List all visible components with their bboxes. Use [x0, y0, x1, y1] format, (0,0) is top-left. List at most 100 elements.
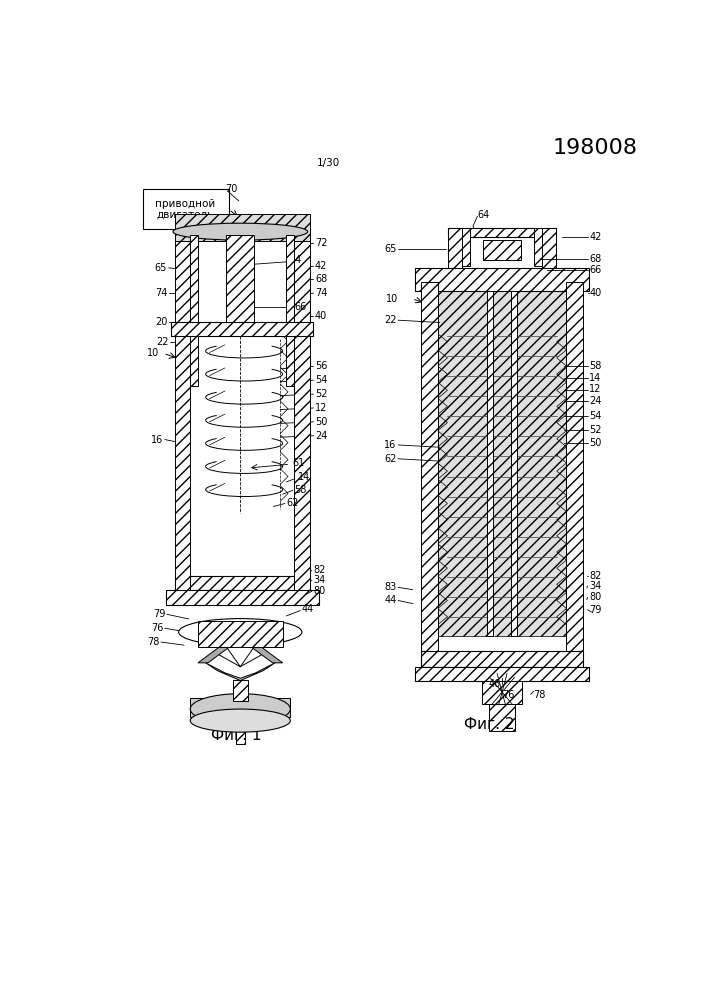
Bar	[190, 235, 198, 324]
Text: 83: 83	[385, 582, 397, 592]
Bar	[542, 228, 556, 282]
Text: 24: 24	[589, 396, 602, 406]
Text: 64: 64	[477, 210, 490, 220]
Bar	[235, 701, 246, 721]
Bar	[482, 681, 522, 704]
Bar	[486, 291, 493, 636]
Text: 62: 62	[384, 454, 397, 464]
Text: 72: 72	[315, 238, 327, 248]
Bar	[143, 189, 229, 229]
Text: 42: 42	[589, 232, 602, 242]
Bar	[286, 336, 294, 386]
Bar	[415, 667, 589, 681]
Polygon shape	[252, 647, 283, 663]
Text: 10: 10	[147, 348, 160, 358]
Text: 66: 66	[589, 265, 602, 275]
Text: 70: 70	[225, 184, 238, 194]
Text: 10: 10	[386, 294, 398, 304]
Bar	[566, 282, 583, 651]
Bar	[175, 214, 310, 241]
Bar	[233, 680, 248, 701]
Text: 78: 78	[147, 637, 160, 647]
Text: 50: 50	[315, 417, 327, 427]
Text: 79: 79	[153, 609, 165, 619]
Bar	[421, 651, 583, 667]
Text: 44: 44	[302, 604, 314, 614]
Bar	[190, 698, 291, 717]
Text: 80: 80	[313, 586, 326, 596]
Text: 16: 16	[385, 440, 397, 450]
Bar	[171, 322, 313, 336]
Bar	[415, 268, 589, 291]
Bar	[286, 235, 294, 324]
Bar	[511, 291, 518, 636]
Text: 62: 62	[286, 498, 299, 508]
Text: 58: 58	[294, 485, 307, 495]
Text: Фиг. 1: Фиг. 1	[211, 728, 262, 744]
Text: 12: 12	[315, 403, 327, 413]
Text: 40: 40	[315, 311, 327, 321]
Text: 52: 52	[589, 425, 602, 435]
Bar	[483, 240, 521, 260]
Bar	[175, 576, 310, 590]
Ellipse shape	[190, 709, 291, 732]
Text: 14: 14	[589, 373, 602, 383]
Text: приводной
двигатель: приводной двигатель	[156, 199, 216, 220]
Text: 74: 74	[155, 288, 167, 298]
Text: 54: 54	[589, 411, 602, 421]
Text: 40: 40	[589, 288, 602, 298]
Text: 1/30: 1/30	[317, 158, 341, 168]
Bar	[421, 282, 438, 651]
Bar	[462, 228, 469, 266]
Text: 16: 16	[151, 435, 163, 445]
Bar	[175, 232, 190, 590]
Text: 76: 76	[151, 623, 163, 633]
Text: 34: 34	[589, 581, 602, 591]
Text: 61: 61	[292, 458, 304, 468]
Ellipse shape	[173, 223, 308, 240]
Text: 52: 52	[315, 389, 327, 399]
Text: 34: 34	[313, 575, 326, 585]
Text: 12: 12	[589, 384, 602, 394]
Bar	[226, 235, 254, 328]
Text: 46: 46	[235, 714, 248, 724]
Text: 42: 42	[315, 261, 327, 271]
Bar	[448, 228, 462, 282]
Text: 46: 46	[489, 679, 501, 689]
Text: 80: 80	[589, 592, 602, 602]
Bar	[198, 620, 283, 647]
Bar	[534, 228, 542, 266]
Bar	[294, 232, 310, 590]
Text: 82: 82	[313, 565, 326, 575]
Text: 65: 65	[155, 263, 167, 273]
Ellipse shape	[190, 694, 291, 724]
Text: 68: 68	[589, 254, 602, 264]
Text: 76: 76	[502, 690, 515, 700]
Text: 79: 79	[589, 605, 602, 615]
Text: 22: 22	[156, 337, 169, 347]
Text: Фиг. 2: Фиг. 2	[464, 717, 514, 732]
Text: 198008: 198008	[552, 138, 637, 158]
Text: 20: 20	[155, 317, 167, 327]
Text: 78: 78	[533, 690, 545, 700]
Bar	[235, 721, 245, 744]
Text: 82: 82	[589, 571, 602, 581]
Bar	[165, 590, 319, 605]
Text: 44: 44	[385, 595, 397, 605]
Bar	[448, 228, 556, 237]
Text: 14: 14	[298, 472, 310, 482]
Text: 54: 54	[315, 375, 327, 385]
Ellipse shape	[179, 619, 302, 646]
Polygon shape	[206, 663, 275, 681]
Bar	[438, 291, 566, 636]
Text: 65: 65	[384, 244, 397, 254]
Bar	[190, 336, 198, 386]
Text: 66: 66	[294, 302, 306, 312]
Text: 74: 74	[315, 288, 327, 298]
Text: 24: 24	[315, 431, 327, 441]
Text: 50: 50	[589, 438, 602, 448]
Text: 56: 56	[315, 361, 327, 371]
Bar	[489, 704, 515, 731]
Polygon shape	[198, 647, 229, 663]
Text: 58: 58	[589, 361, 602, 371]
